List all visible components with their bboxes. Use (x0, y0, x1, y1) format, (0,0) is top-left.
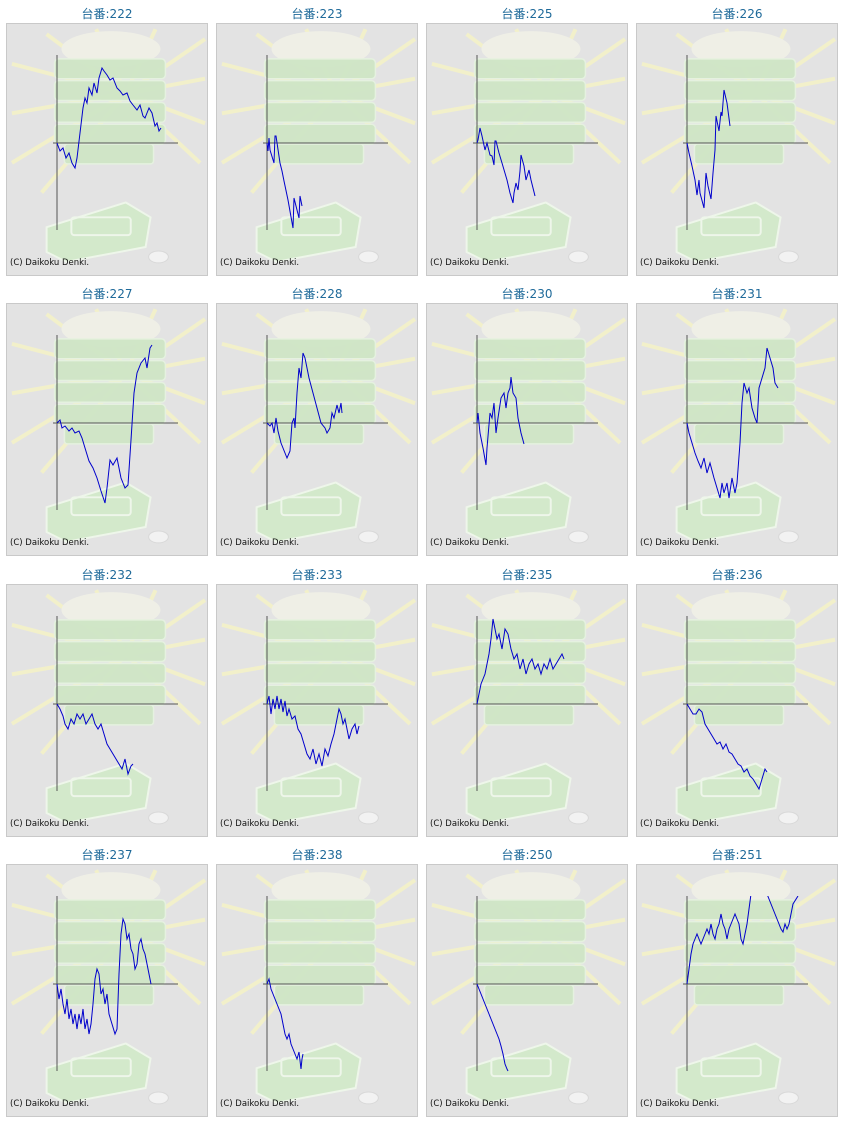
line-chart: (C) Daikoku Denki. (639, 27, 837, 268)
line-chart: (C) Daikoku Denki. (219, 868, 417, 1109)
line-chart: (C) Daikoku Denki. (9, 307, 207, 548)
data-series-line (476, 376, 525, 466)
background-illustration (429, 868, 627, 1106)
background-illustration (9, 588, 207, 826)
data-series-line (476, 127, 536, 204)
copyright-text: (C) Daikoku Denki. (220, 1099, 299, 1109)
chart-title: 台番:237 (81, 848, 133, 862)
background-illustration (9, 307, 207, 545)
data-series-line (686, 896, 799, 985)
data-series-line (476, 983, 509, 1072)
line-chart: (C) Daikoku Denki. (429, 868, 627, 1109)
background-illustration (219, 307, 417, 545)
data-series-line (56, 66, 162, 170)
line-chart: (C) Daikoku Denki. (9, 868, 207, 1109)
data-series-line (686, 703, 768, 791)
copyright-text: (C) Daikoku Denki. (640, 258, 719, 268)
chart-title: 台番:238 (291, 848, 343, 862)
copyright-text: (C) Daikoku Denki. (430, 819, 509, 829)
background-illustration (429, 588, 627, 826)
data-series-line (56, 917, 152, 1036)
chart-title: 台番:222 (81, 7, 133, 21)
background-illustration (9, 868, 207, 1106)
chart-title: 台番:223 (291, 7, 343, 21)
data-series-line (266, 135, 303, 229)
line-chart: (C) Daikoku Denki. (219, 307, 417, 548)
chart-title: 台番:233 (291, 568, 343, 582)
line-chart: (C) Daikoku Denki. (639, 307, 837, 548)
copyright-text: (C) Daikoku Denki. (430, 258, 509, 268)
line-chart: (C) Daikoku Denki. (429, 307, 627, 548)
copyright-text: (C) Daikoku Denki. (220, 258, 299, 268)
background-illustration (639, 588, 837, 826)
chart-title: 台番:235 (501, 568, 553, 582)
data-series-line (266, 977, 304, 1070)
chart-title: 台番:232 (81, 568, 133, 582)
chart-title: 台番:236 (711, 568, 763, 582)
chart-title: 台番:225 (501, 7, 553, 21)
line-chart: (C) Daikoku Denki. (219, 27, 417, 268)
background-illustration (639, 27, 837, 265)
chart-title: 台番:231 (711, 287, 763, 301)
background-illustration (639, 307, 837, 545)
chart-title: 台番:251 (711, 848, 763, 862)
line-chart: (C) Daikoku Denki. (429, 588, 627, 829)
copyright-text: (C) Daikoku Denki. (220, 538, 299, 548)
line-chart: (C) Daikoku Denki. (429, 27, 627, 268)
chart-title: 台番:227 (81, 287, 133, 301)
copyright-text: (C) Daikoku Denki. (430, 1099, 509, 1109)
line-chart: (C) Daikoku Denki. (9, 27, 207, 268)
copyright-text: (C) Daikoku Denki. (640, 819, 719, 829)
copyright-text: (C) Daikoku Denki. (10, 258, 89, 268)
data-series-line (266, 695, 360, 767)
data-series-line (56, 344, 153, 504)
data-series-line (686, 89, 731, 209)
line-chart: (C) Daikoku Denki. (9, 588, 207, 829)
copyright-text: (C) Daikoku Denki. (10, 819, 89, 829)
chart-title: 台番:250 (501, 848, 553, 862)
background-illustration (219, 868, 417, 1106)
background-illustration (429, 307, 627, 545)
copyright-text: (C) Daikoku Denki. (430, 538, 509, 548)
copyright-text: (C) Daikoku Denki. (10, 1099, 89, 1109)
copyright-text: (C) Daikoku Denki. (10, 538, 89, 548)
background-illustration (219, 588, 417, 826)
data-series-line (476, 618, 565, 705)
data-series-line (686, 347, 779, 499)
copyright-text: (C) Daikoku Denki. (640, 1099, 719, 1109)
data-series-line (266, 352, 343, 460)
background-illustration (9, 27, 207, 265)
line-chart: (C) Daikoku Denki. (219, 588, 417, 829)
chart-title: 台番:228 (291, 287, 343, 301)
chart-title: 台番:226 (711, 7, 763, 21)
background-illustration (429, 27, 627, 265)
copyright-text: (C) Daikoku Denki. (640, 538, 719, 548)
copyright-text: (C) Daikoku Denki. (220, 819, 299, 829)
chart-title: 台番:230 (501, 287, 553, 301)
line-chart: (C) Daikoku Denki. (639, 588, 837, 829)
line-chart: (C) Daikoku Denki. (639, 868, 837, 1109)
background-illustration (639, 868, 837, 1106)
background-illustration (219, 27, 417, 265)
data-series-line (56, 703, 134, 776)
